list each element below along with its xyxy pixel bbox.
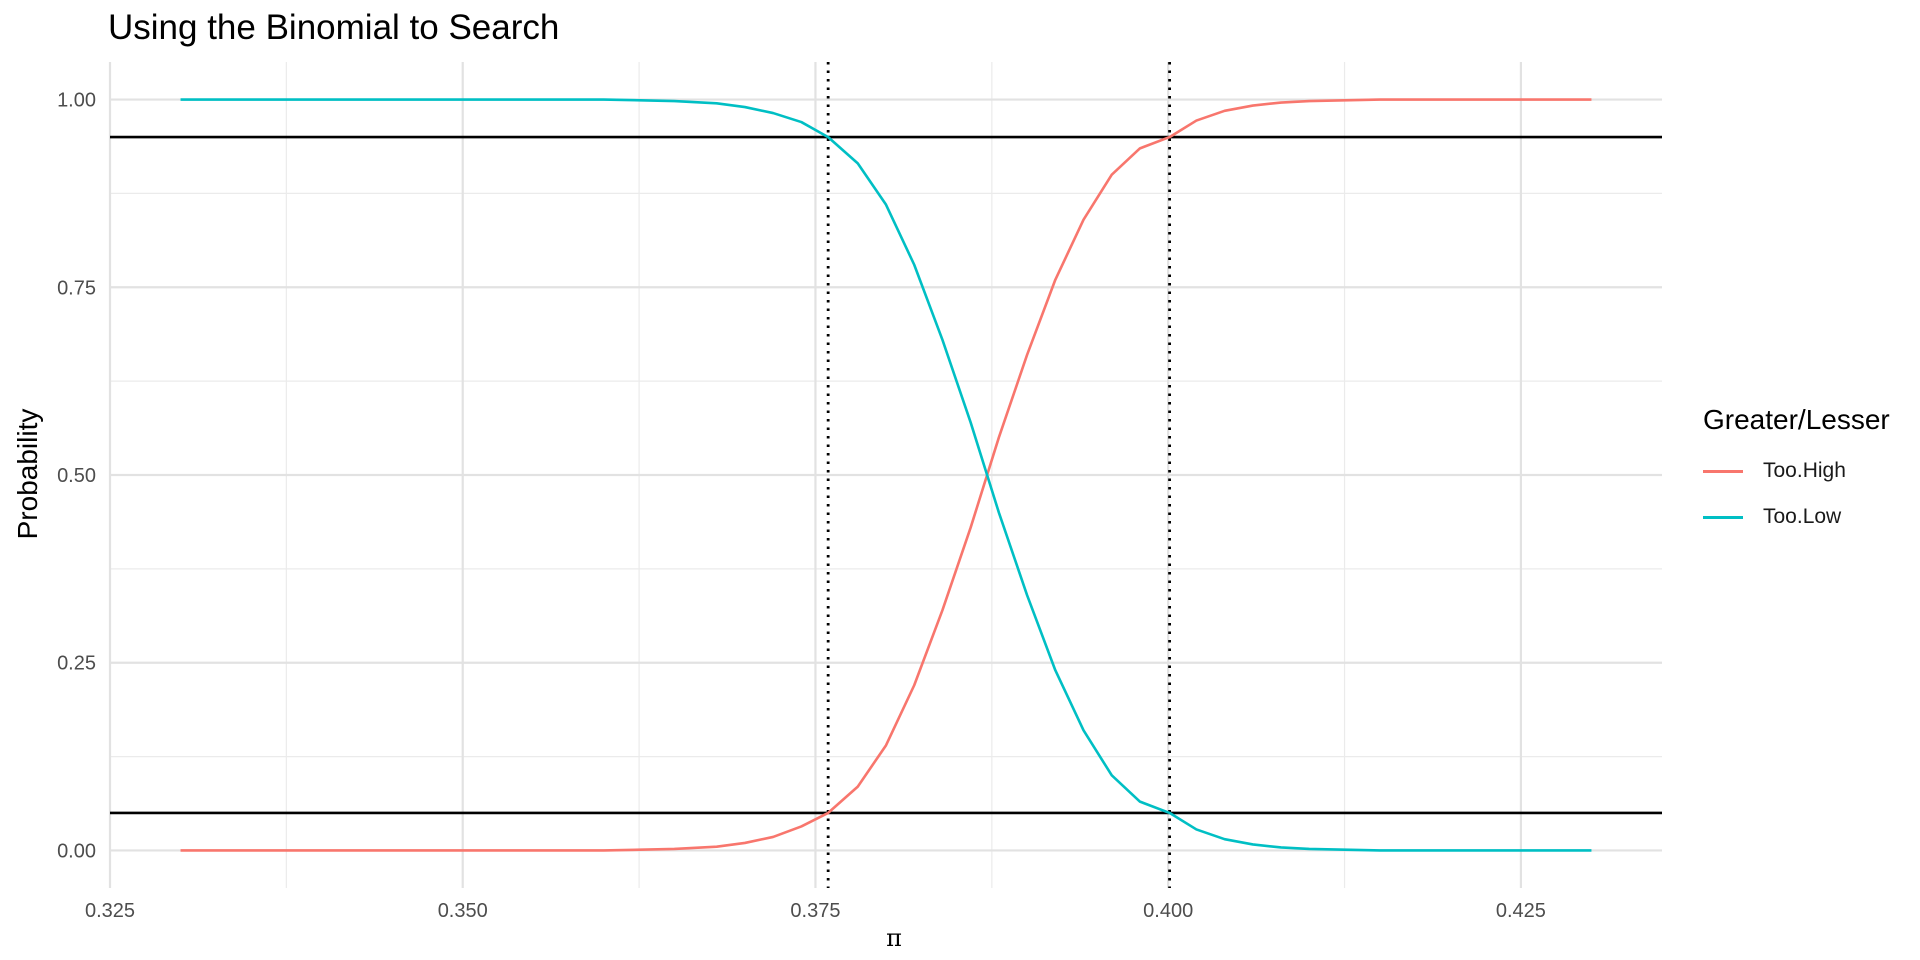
x-tick-labels: 0.325 0.350 0.375 0.400 0.425 — [85, 900, 1546, 922]
y-axis-label: Probability — [12, 408, 43, 540]
x-tick-label: 0.350 — [438, 900, 488, 922]
legend: Greater/Lesser Too.High Too.Low — [1703, 404, 1890, 540]
series-line-too-high — [180, 98, 1592, 852]
legend-title: Greater/Lesser — [1703, 404, 1890, 435]
legend-item-too-high: Too.High — [1703, 448, 1890, 494]
x-tick-label: 0.400 — [1143, 900, 1193, 922]
legend-key-too-high — [1703, 469, 1743, 473]
y-tick-labels: 0.00 0.25 0.50 0.75 1.00 — [57, 90, 96, 863]
y-tick-label: 0.75 — [57, 277, 96, 299]
y-tick-label: 0.50 — [57, 465, 96, 487]
x-tick-label: 0.425 — [1496, 900, 1546, 922]
legend-key-too-low — [1703, 515, 1743, 519]
y-tick-label: 0.25 — [57, 653, 96, 675]
chart-title: Using the Binomial to Search — [108, 8, 560, 47]
legend-label-too-high: Too.High — [1763, 459, 1846, 482]
series-lines — [180, 98, 1592, 852]
x-axis-label: π — [886, 924, 902, 952]
major-gridlines — [108, 62, 1662, 888]
y-tick-label: 1.00 — [57, 90, 96, 112]
reference-lines — [110, 62, 1662, 888]
x-tick-label: 0.375 — [790, 900, 840, 922]
series-line-too-low — [180, 98, 1592, 852]
x-tick-label: 0.325 — [85, 900, 135, 922]
legend-label-too-low: Too.Low — [1763, 505, 1842, 528]
y-tick-label: 0.00 — [57, 840, 96, 862]
legend-item-too-low: Too.Low — [1703, 494, 1890, 540]
